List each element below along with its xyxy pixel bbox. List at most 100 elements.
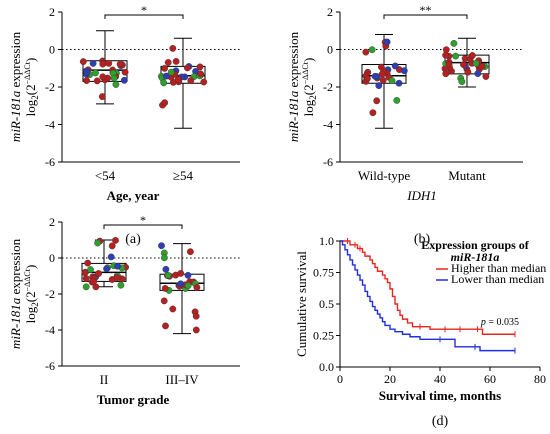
data-point	[160, 254, 168, 262]
data-point	[460, 61, 467, 68]
significance-marker: *	[140, 213, 146, 227]
data-point	[468, 52, 476, 59]
data-point	[442, 70, 450, 78]
data-point	[482, 73, 490, 80]
data-point	[113, 274, 121, 281]
y-axis-title-paren-close: )	[23, 58, 38, 62]
data-point	[378, 70, 386, 78]
y-tick-label: -4	[45, 323, 55, 337]
y-axis-title-gene: miR-181a	[286, 90, 301, 142]
data-point	[160, 297, 168, 305]
data-point	[375, 82, 383, 90]
data-point	[95, 270, 103, 277]
data-point	[110, 74, 118, 82]
data-point	[177, 269, 185, 277]
data-point	[82, 283, 90, 291]
data-point	[92, 69, 99, 77]
x-tick-label: 80	[534, 372, 546, 386]
data-point	[114, 262, 122, 270]
data-point	[120, 76, 128, 84]
data-point	[184, 271, 192, 279]
data-point	[192, 312, 200, 320]
y-tick-label: -2	[45, 287, 55, 301]
y-axis-title: Cumulative survival	[294, 251, 309, 357]
data-point	[371, 72, 379, 80]
y-axis-title-line1: miR-181a expression	[8, 238, 23, 349]
data-point	[383, 38, 391, 46]
data-point	[172, 58, 180, 65]
data-point	[445, 61, 453, 69]
y-tick-label: 0	[49, 43, 55, 57]
data-point	[452, 52, 459, 60]
data-point	[79, 58, 87, 65]
y-axis-title-sub: 2	[30, 95, 40, 100]
y-axis-title-paren: (2	[23, 84, 38, 95]
data-point	[87, 266, 94, 273]
y-axis-title-gene: miR-181a	[8, 297, 23, 349]
data-point	[83, 77, 91, 85]
y-axis-title-paren-close: )	[23, 265, 38, 269]
y-tick-label: 0.0	[319, 360, 334, 374]
y-axis-title-log: log	[301, 99, 316, 116]
y-axis-title-line2: log2(2−ΔΔCt)	[23, 265, 40, 324]
data-point	[117, 281, 125, 289]
y-tick-label: -6	[45, 359, 55, 373]
y-axis-title-paren-close: )	[301, 58, 316, 62]
data-point	[103, 265, 111, 273]
data-point	[450, 40, 458, 47]
y-tick-label: -2	[323, 80, 333, 94]
data-point	[99, 73, 107, 81]
y-axis-title-paren: (2	[301, 84, 316, 95]
data-point	[84, 259, 92, 267]
data-point	[186, 248, 194, 256]
y-axis-title-log: log	[23, 306, 38, 323]
legend-title: Expression groups of	[421, 238, 530, 252]
data-point	[193, 283, 201, 291]
data-point	[400, 67, 408, 75]
data-point	[107, 253, 115, 261]
panel-label: (b)	[414, 232, 431, 247]
y-axis-title-line2: log2(2−ΔΔCt)	[301, 58, 318, 117]
data-point	[158, 242, 165, 250]
p-value-number: = 0.035	[486, 317, 519, 328]
x-tick-label: ≥54	[173, 168, 194, 183]
data-point	[167, 68, 175, 76]
data-point	[105, 60, 113, 67]
data-point	[94, 239, 102, 247]
data-point	[388, 77, 396, 85]
x-tick-label: 0	[337, 372, 343, 386]
x-tick-label: III–IV	[165, 372, 199, 387]
data-point	[187, 77, 195, 85]
data-point	[391, 62, 399, 70]
panel-d: 0.0 0.25 0.5 0.75 1.0 0 20 40 60 80 Cumulative sur…	[294, 234, 546, 429]
y-axis-title-log: log	[23, 99, 38, 116]
y-tick-label: 0.5	[319, 297, 334, 311]
x-axis-title: IDH1	[406, 188, 437, 203]
data-point	[162, 72, 170, 80]
data-point	[174, 76, 182, 83]
data-point	[169, 45, 177, 52]
data-point	[177, 280, 185, 288]
y-tick-label: -2	[45, 80, 55, 94]
data-point	[89, 60, 97, 67]
data-point	[197, 70, 205, 78]
data-point	[161, 284, 169, 292]
data-point	[169, 305, 177, 313]
significance-bracket	[383, 14, 468, 19]
x-tick-label: II	[100, 372, 109, 387]
p-value: p = 0.035	[480, 317, 519, 328]
data-point	[116, 60, 124, 68]
y-axis-title-sub: 2	[30, 302, 40, 307]
survival-curve	[340, 240, 515, 335]
y-axis-title-line1: miR-181a expression	[8, 31, 23, 142]
x-axis-title: Tumor grade	[97, 392, 170, 407]
x-axis-title: Survival time, months	[379, 388, 501, 403]
data-point	[121, 68, 129, 76]
data-point	[160, 79, 168, 87]
y-axis-title-sub: 2	[308, 95, 318, 100]
x-tick-label: 20	[384, 372, 396, 386]
y-tick-label: 0.75	[313, 266, 334, 280]
data-point	[369, 109, 377, 117]
